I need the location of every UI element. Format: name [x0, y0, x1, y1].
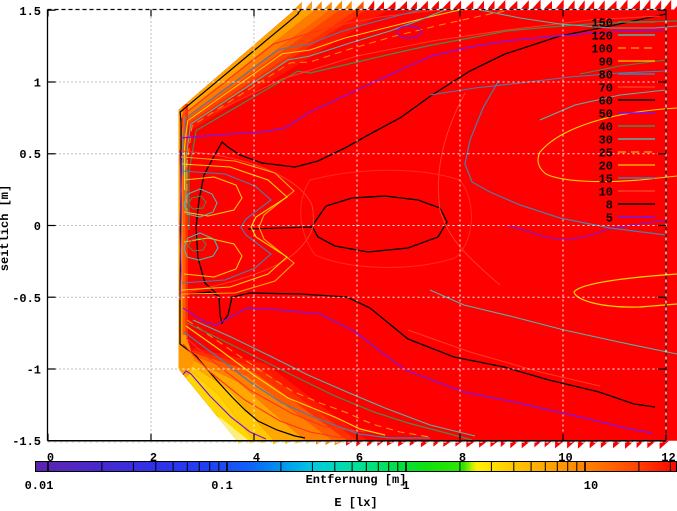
svg-text:4: 4 [253, 451, 260, 465]
svg-text:0.01: 0.01 [25, 479, 54, 493]
svg-text:80: 80 [599, 69, 613, 83]
svg-text:2: 2 [150, 451, 157, 465]
svg-text:seitlich [m]: seitlich [m] [0, 185, 12, 271]
svg-text:Entfernung [m]: Entfernung [m] [306, 473, 407, 487]
svg-text:5: 5 [606, 212, 613, 226]
svg-text:8: 8 [459, 451, 466, 465]
svg-text:40: 40 [599, 121, 613, 135]
svg-text:E [lx]: E [lx] [334, 496, 377, 510]
svg-text:120: 120 [591, 30, 613, 44]
svg-text:-1.5: -1.5 [12, 435, 41, 449]
svg-text:10: 10 [599, 186, 613, 200]
svg-text:100: 100 [591, 43, 613, 57]
svg-text:-1: -1 [27, 364, 41, 378]
svg-text:0.1: 0.1 [211, 479, 233, 493]
svg-text:25: 25 [599, 147, 613, 161]
svg-text:150: 150 [591, 17, 613, 31]
svg-text:1: 1 [34, 77, 41, 91]
svg-text:20: 20 [599, 160, 613, 174]
svg-text:8: 8 [606, 199, 613, 213]
svg-text:10: 10 [584, 479, 598, 493]
svg-text:30: 30 [599, 134, 613, 148]
svg-text:1: 1 [402, 479, 409, 493]
svg-text:-0.5: -0.5 [12, 292, 41, 306]
svg-text:0: 0 [34, 220, 41, 234]
svg-text:0.5: 0.5 [19, 148, 41, 162]
svg-text:90: 90 [599, 56, 613, 70]
svg-text:70: 70 [599, 82, 613, 96]
svg-text:6: 6 [356, 451, 363, 465]
svg-text:50: 50 [599, 108, 613, 122]
svg-text:60: 60 [599, 95, 613, 109]
svg-text:0: 0 [47, 451, 54, 465]
svg-text:1.5: 1.5 [19, 5, 41, 19]
svg-text:15: 15 [599, 173, 613, 187]
